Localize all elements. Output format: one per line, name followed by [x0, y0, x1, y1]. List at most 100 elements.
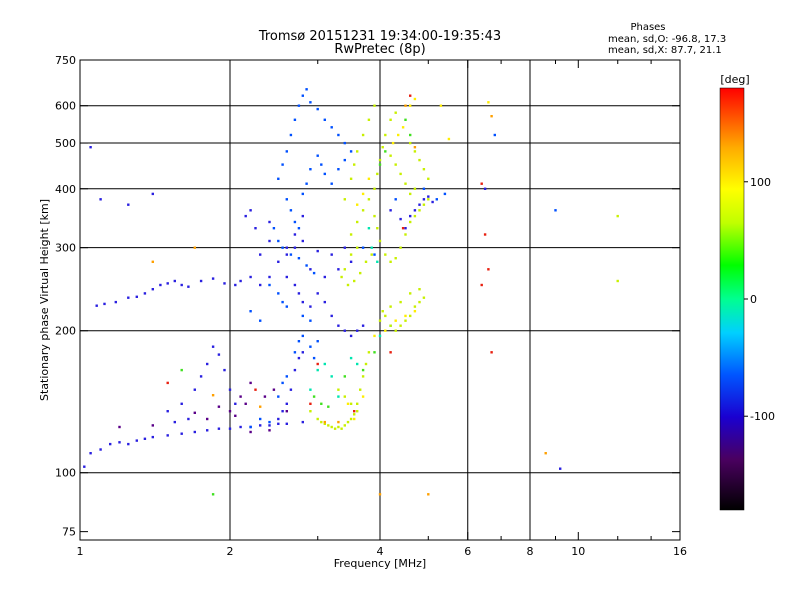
- data-point: [389, 324, 392, 327]
- data-point: [187, 285, 190, 288]
- data-point: [413, 305, 417, 308]
- data-point: [327, 405, 330, 408]
- data-point: [118, 425, 121, 429]
- data-point: [159, 283, 162, 287]
- data-point: [378, 158, 382, 162]
- data-point: [281, 246, 284, 249]
- data-point: [381, 146, 384, 149]
- data-point: [312, 271, 316, 275]
- data-point: [297, 292, 301, 295]
- data-point: [399, 246, 402, 249]
- data-point: [356, 410, 359, 413]
- data-point: [316, 368, 319, 372]
- data-point: [490, 351, 493, 354]
- data-point: [409, 292, 412, 295]
- data-point: [135, 439, 138, 442]
- data-point: [404, 182, 407, 185]
- data-point: [443, 192, 447, 196]
- data-point: [480, 283, 483, 287]
- data-point: [127, 442, 130, 446]
- data-point: [301, 239, 304, 243]
- data-point: [180, 402, 183, 405]
- data-point: [301, 420, 304, 424]
- data-point: [301, 94, 304, 97]
- data-point: [361, 324, 365, 327]
- data-point: [399, 324, 402, 327]
- data-point: [409, 192, 412, 196]
- data-point: [293, 351, 297, 354]
- data-point: [316, 249, 319, 253]
- data-point: [356, 402, 359, 405]
- data-point: [206, 429, 209, 432]
- data-point: [404, 319, 407, 322]
- data-point: [143, 437, 147, 440]
- data-point: [431, 200, 434, 204]
- data-point: [418, 300, 421, 304]
- data-point: [394, 111, 397, 114]
- data-point: [346, 420, 350, 424]
- data-point: [166, 282, 169, 285]
- data-point: [193, 411, 196, 414]
- x-axis-label: Frequency [MHz]: [334, 557, 426, 570]
- data-point: [277, 239, 280, 243]
- data-point: [353, 413, 356, 416]
- data-point: [353, 417, 356, 421]
- data-point: [293, 246, 297, 249]
- data-point: [343, 158, 346, 162]
- data-point: [277, 395, 280, 398]
- data-point: [418, 158, 421, 162]
- data-point: [349, 260, 353, 263]
- data-point: [151, 192, 154, 196]
- data-point: [376, 260, 379, 263]
- data-point: [223, 282, 226, 285]
- data-point: [277, 260, 280, 263]
- data-point: [281, 163, 284, 166]
- data-point: [367, 227, 371, 230]
- data-point: [418, 203, 421, 206]
- data-point: [427, 177, 430, 180]
- data-point: [340, 275, 343, 279]
- data-point: [554, 209, 557, 212]
- data-point: [349, 177, 353, 180]
- data-point: [268, 220, 271, 224]
- data-point: [404, 227, 407, 230]
- data-point: [487, 101, 490, 104]
- data-point: [399, 300, 402, 304]
- data-point: [285, 305, 288, 308]
- stats-header: Phases: [630, 22, 665, 33]
- chart-subtitle: RwPretec (8p): [334, 42, 425, 57]
- data-point: [409, 141, 412, 145]
- data-point: [268, 275, 271, 279]
- data-point: [127, 296, 130, 299]
- data-point: [206, 417, 209, 421]
- data-point: [285, 375, 288, 378]
- data-point: [309, 101, 312, 104]
- colorbar: [719, 87, 745, 511]
- data-point: [263, 395, 267, 398]
- data-point: [297, 104, 301, 107]
- data-point: [349, 402, 353, 405]
- data-point: [285, 410, 288, 413]
- data-point: [343, 395, 346, 398]
- data-point: [418, 209, 421, 212]
- data-point: [361, 395, 365, 398]
- data-point: [356, 220, 359, 224]
- data-point: [389, 351, 392, 354]
- data-point: [389, 260, 392, 263]
- data-point: [143, 292, 147, 295]
- grid-lines: [80, 60, 680, 540]
- data-point: [316, 340, 319, 343]
- data-point: [316, 107, 319, 111]
- data-point: [490, 115, 493, 118]
- data-point: [376, 227, 379, 230]
- data-point: [367, 198, 371, 201]
- data-point: [401, 227, 405, 230]
- data-point: [493, 133, 496, 137]
- data-point: [301, 192, 304, 196]
- data-point: [394, 257, 397, 260]
- data-point: [211, 493, 215, 496]
- data-point: [397, 133, 400, 137]
- data-point: [114, 300, 117, 304]
- data-point: [244, 402, 247, 405]
- data-point: [422, 203, 426, 206]
